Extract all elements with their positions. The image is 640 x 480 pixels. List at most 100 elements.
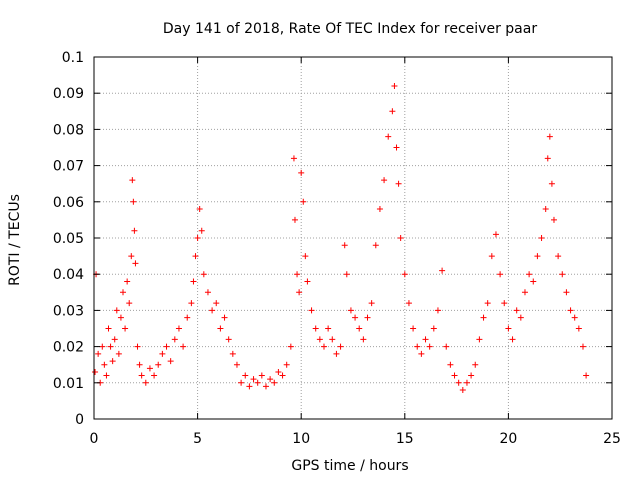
data-point xyxy=(459,387,466,394)
data-point xyxy=(316,336,323,343)
data-point xyxy=(325,325,332,332)
data-point xyxy=(329,336,336,343)
data-point xyxy=(401,271,408,278)
axis-ticks: 0 0.01 0.02 0.03 0.04 0.05 0.06 0.07 0.08 0.09 0.1… xyxy=(53,50,621,447)
data-point xyxy=(530,278,537,285)
data-point xyxy=(546,133,553,140)
x-axis-label: GPS time / hours xyxy=(291,458,408,474)
x-tick-label: 10 xyxy=(292,431,310,447)
data-point xyxy=(115,350,122,357)
data-point xyxy=(279,372,286,379)
data-point xyxy=(463,379,470,386)
data-point xyxy=(283,361,290,368)
data-point xyxy=(430,325,437,332)
data-point xyxy=(492,231,499,238)
data-point xyxy=(99,343,106,350)
data-point xyxy=(155,361,162,368)
data-point xyxy=(163,343,170,350)
y-tick-label: 0.08 xyxy=(53,122,84,138)
data-point xyxy=(368,300,375,307)
data-point xyxy=(333,350,340,357)
data-point xyxy=(414,343,421,350)
data-point xyxy=(120,289,127,296)
data-point xyxy=(254,379,261,386)
data-point xyxy=(294,271,301,278)
data-point xyxy=(563,289,570,296)
data-point xyxy=(397,235,404,241)
data-point xyxy=(372,242,379,249)
data-point xyxy=(567,307,574,314)
data-point xyxy=(225,336,232,343)
data-point xyxy=(579,343,586,350)
data-point xyxy=(439,267,446,274)
data-point xyxy=(246,383,253,390)
x-tick-label: 20 xyxy=(499,431,517,447)
data-point xyxy=(395,180,402,187)
data-point xyxy=(443,343,450,350)
data-point xyxy=(381,177,388,184)
data-point xyxy=(267,376,274,383)
data-point xyxy=(262,383,269,390)
data-point xyxy=(296,289,303,296)
data-point xyxy=(107,343,114,350)
data-point xyxy=(337,343,344,350)
data-point xyxy=(196,206,203,213)
data-point xyxy=(180,343,187,350)
data-point xyxy=(575,325,582,332)
data-point xyxy=(129,177,136,184)
y-tick-label: 0.01 xyxy=(53,376,84,392)
data-point xyxy=(360,336,367,343)
data-point xyxy=(229,350,236,357)
data-point xyxy=(548,180,555,187)
data-point xyxy=(142,379,149,386)
data-point xyxy=(356,325,363,332)
data-point xyxy=(131,227,138,234)
y-tick-label: 0.06 xyxy=(53,195,84,211)
data-point xyxy=(472,361,479,368)
data-point xyxy=(122,325,129,332)
data-point xyxy=(501,300,508,307)
data-point xyxy=(550,216,557,223)
data-point xyxy=(352,314,359,321)
data-point xyxy=(194,235,201,241)
data-point xyxy=(559,271,566,278)
data-point xyxy=(389,108,396,115)
data-point xyxy=(126,300,133,307)
y-tick-label: 0.07 xyxy=(53,159,84,175)
data-point xyxy=(298,169,305,176)
y-tick-label: 0 xyxy=(75,412,84,428)
data-point xyxy=(136,361,143,368)
data-point xyxy=(488,253,495,260)
x-tick-label: 15 xyxy=(396,431,414,447)
data-point xyxy=(542,206,549,213)
y-tick-label: 0.03 xyxy=(53,303,84,319)
data-point xyxy=(571,314,578,321)
data-point xyxy=(233,361,240,368)
data-point xyxy=(167,358,174,365)
data-point xyxy=(209,307,216,314)
data-point xyxy=(343,271,350,278)
data-point xyxy=(290,155,297,162)
data-point xyxy=(238,379,245,386)
y-axis-label: ROTI / TECUs xyxy=(7,194,23,286)
data-point xyxy=(250,376,257,383)
chart-title: Day 141 of 2018, Rate Of TEC Index for r… xyxy=(163,21,537,37)
data-point xyxy=(221,314,228,321)
data-point xyxy=(159,350,166,357)
data-point xyxy=(308,307,315,314)
data-point xyxy=(476,336,483,343)
data-point xyxy=(509,336,516,343)
data-point xyxy=(95,350,102,357)
data-point xyxy=(198,227,205,234)
data-point xyxy=(312,325,319,332)
data-point xyxy=(513,307,520,314)
data-point xyxy=(497,271,504,278)
data-point xyxy=(188,300,195,307)
data-point xyxy=(151,372,158,379)
data-point xyxy=(113,307,120,314)
grid-lines xyxy=(94,57,612,419)
data-point xyxy=(171,336,178,343)
data-point xyxy=(275,368,282,375)
data-point xyxy=(555,253,562,260)
